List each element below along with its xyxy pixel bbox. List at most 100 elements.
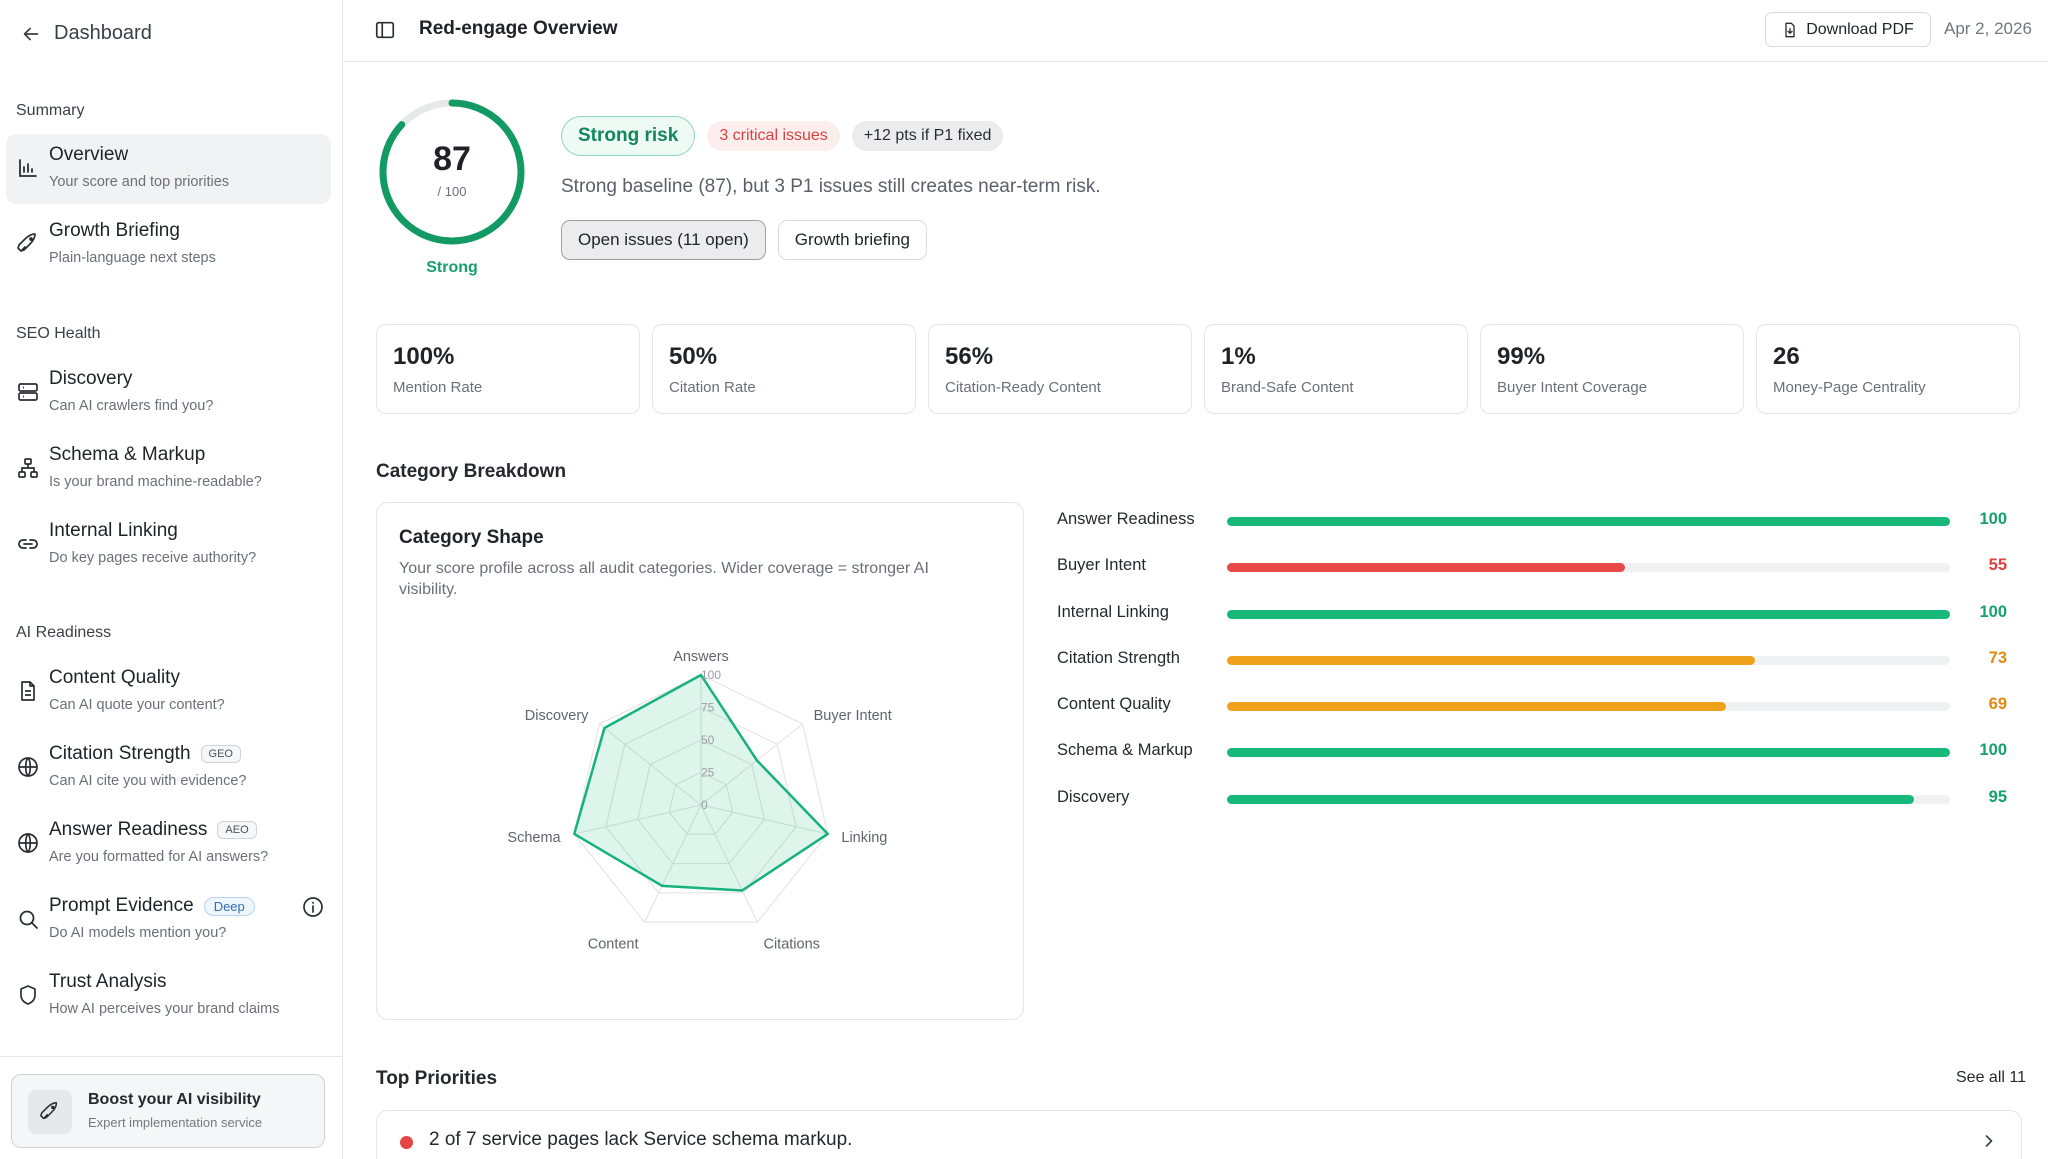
- sidebar-item-trust-analysis[interactable]: Trust Analysis How AI perceives your bra…: [6, 961, 331, 1031]
- sidebar-item-internal-linking[interactable]: Internal Linking Do key pages receive au…: [6, 510, 331, 580]
- sidebar-divider: [0, 1056, 343, 1057]
- open-issues-button[interactable]: Open issues (11 open): [561, 220, 766, 260]
- score-badges: Strong risk 3 critical issues +12 pts if…: [561, 116, 1004, 156]
- bar-fill: [1227, 517, 1950, 526]
- bar-row-schema-markup: Schema & Markup 100: [1057, 736, 2007, 782]
- score-value: 87: [433, 140, 471, 178]
- sidebar-item-title: Growth Briefing: [49, 220, 180, 241]
- bar-value: 100: [1979, 741, 2007, 760]
- radar-chart: 0 25 50 75 100 Answers Buyer Intent Linking Cita…: [507, 649, 892, 953]
- back-label: Dashboard: [54, 22, 152, 44]
- bar-row-answer-readiness: Answer Readiness 100: [1057, 505, 2007, 551]
- metric-value: 26: [1773, 343, 1800, 370]
- page-title: Red-engage Overview: [419, 18, 618, 39]
- sidebar-item-growth-briefing[interactable]: Growth Briefing Plain-language next step…: [6, 210, 331, 280]
- bar-label: Buyer Intent: [1057, 556, 1146, 575]
- download-pdf-button[interactable]: Download PDF: [1765, 12, 1931, 47]
- sidebar-item-subtitle: Can AI quote your content?: [49, 697, 225, 713]
- radar-category-label: Linking: [841, 830, 887, 846]
- bar-track: [1227, 748, 1950, 758]
- back-to-dashboard-link[interactable]: Dashboard: [20, 22, 152, 45]
- category-shape-title: Category Shape: [399, 527, 544, 548]
- points-gain-badge: +12 pts if P1 fixed: [851, 121, 1004, 151]
- radar-category-label: Schema: [507, 830, 561, 846]
- bar-track: [1227, 563, 1950, 573]
- sidebar-item-overview[interactable]: Overview Your score and top priorities: [6, 134, 331, 204]
- bar-label: Citation Strength: [1057, 648, 1180, 667]
- bar-row-discovery: Discovery 95: [1057, 783, 2007, 829]
- sidebar-item-title: Schema & Markup: [49, 444, 206, 465]
- shield-icon: [16, 983, 40, 1007]
- info-icon[interactable]: [301, 895, 325, 919]
- bar-row-buyer-intent: Buyer Intent 55: [1057, 551, 2007, 597]
- sidebar-item-citation-strength[interactable]: Citation Strength GEO Can AI cite you wit…: [6, 733, 331, 803]
- sidebar-toggle-icon[interactable]: [374, 19, 396, 41]
- bar-label: Schema & Markup: [1057, 741, 1193, 760]
- file-download-icon: [1785, 22, 1795, 37]
- sidebar-item-subtitle: Is your brand machine-readable?: [49, 474, 262, 490]
- category-shape-subtitle: Your score profile across all audit cate…: [399, 560, 929, 598]
- sidebar-item-title: Overview: [49, 144, 129, 165]
- category-bars: Answer Readiness 100 Buyer Intent 55 Inter…: [1057, 505, 2007, 829]
- bar-label: Discovery: [1057, 787, 1130, 806]
- bar-row-internal-linking: Internal Linking 100: [1057, 598, 2007, 644]
- radar-grid-ring: [636, 739, 766, 865]
- metric-value: 100%: [393, 343, 455, 370]
- sidebar-item-content-quality[interactable]: Content Quality Can AI quote your conten…: [6, 657, 331, 727]
- metric-card-buyer-intent-coverage: 99% Buyer Intent Coverage: [1480, 324, 1744, 414]
- sidebar-item-discovery[interactable]: Discovery Can AI crawlers find you?: [6, 358, 331, 428]
- radar-spoke: [700, 804, 828, 835]
- see-all-link[interactable]: See all 11: [1956, 1069, 2026, 1086]
- section-label-ai-readiness: AI Readiness: [16, 624, 112, 641]
- growth-briefing-button[interactable]: Growth briefing: [777, 220, 928, 260]
- metric-label: Buyer Intent Coverage: [1497, 379, 1648, 396]
- radar-category-label: Buyer Intent: [814, 708, 892, 724]
- score-denominator: / 100: [437, 184, 467, 199]
- score-description: Strong baseline (87), but 3 P1 issues st…: [561, 176, 1101, 197]
- metric-label: Citation Rate: [669, 379, 756, 396]
- radar-grid-ring: [605, 706, 797, 894]
- metric-label: Citation-Ready Content: [945, 379, 1101, 396]
- bar-value: 73: [1988, 648, 2007, 667]
- bar-track: [1227, 517, 1950, 526]
- sidebar-item-prompt-evidence[interactable]: Prompt Evidence Deep Do AI models mention…: [6, 885, 331, 955]
- document-icon: [16, 679, 40, 703]
- boost-visibility-button[interactable]: Boost your AI visibility Expert implemen…: [11, 1074, 325, 1148]
- sidebar: Dashboard Summary Overview Your score an…: [0, 0, 343, 1159]
- sidebar-item-subtitle: Plain-language next steps: [49, 250, 216, 266]
- sidebar-item-subtitle: Do key pages receive authority?: [49, 550, 257, 566]
- sidebar-item-title-text: Answer Readiness: [49, 819, 208, 840]
- bar-label: Answer Readiness: [1057, 510, 1195, 528]
- bar-track: [1227, 702, 1950, 712]
- score-gauge: [379, 99, 525, 245]
- metric-label: Brand-Safe Content: [1221, 379, 1354, 396]
- bar-value: 100: [1979, 602, 2007, 621]
- sidebar-item-title-text: Prompt Evidence: [49, 895, 194, 916]
- radar-spoke: [598, 723, 702, 806]
- bar-label: Internal Linking: [1057, 602, 1169, 621]
- radar-tick-label: 25: [701, 766, 715, 780]
- radar-spoke: [574, 804, 702, 835]
- sidebar-item-title: Content Quality: [49, 667, 180, 688]
- metric-card-citation-ready-content: 56% Citation-Ready Content: [928, 324, 1192, 414]
- bar-fill: [1227, 563, 1625, 573]
- sidebar-item-title: Trust Analysis: [49, 971, 167, 992]
- score-actions: Open issues (11 open) Growth briefing: [561, 220, 928, 260]
- top-priorities-heading: Top Priorities: [376, 1068, 498, 1089]
- radar-grid-ring: [668, 771, 734, 835]
- sidebar-item-title: Internal Linking: [49, 520, 178, 541]
- radar-spoke: [644, 804, 702, 923]
- sidebar-item-subtitle: Can AI cite you with evidence?: [49, 773, 247, 789]
- bar-row-citation-strength: Citation Strength 73: [1057, 644, 2007, 690]
- priority-item[interactable]: 2 of 7 service pages lack Service schema…: [376, 1110, 2022, 1159]
- metric-label: Money-Page Centrality: [1773, 379, 1926, 396]
- geo-tag: GEO: [200, 745, 241, 763]
- bar-value: 100: [1979, 510, 2007, 528]
- sidebar-item-schema-markup[interactable]: Schema & Markup Is your brand machine-re…: [6, 434, 331, 504]
- bar-track: [1227, 609, 1950, 619]
- bar-fill: [1227, 748, 1950, 758]
- link-icon: [16, 532, 40, 556]
- radar-spoke: [700, 723, 804, 806]
- sidebar-item-title: Answer Readiness AEO: [49, 819, 257, 841]
- sidebar-item-answer-readiness[interactable]: Answer Readiness AEO Are you formatted fo…: [6, 809, 331, 879]
